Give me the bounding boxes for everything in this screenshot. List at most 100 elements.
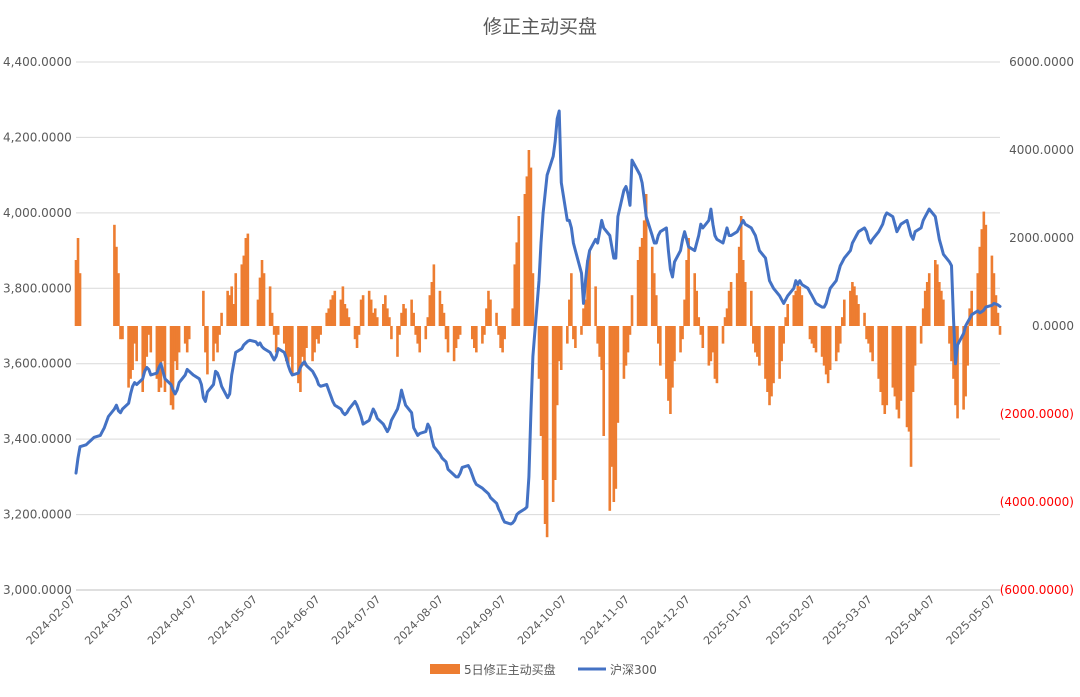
bar	[375, 317, 379, 326]
bar	[400, 312, 403, 326]
bar	[272, 326, 276, 335]
bar	[897, 326, 901, 419]
bar	[863, 312, 866, 326]
bar	[933, 260, 937, 326]
bar	[899, 326, 903, 401]
bar	[796, 282, 800, 326]
bar	[665, 326, 668, 379]
bar	[913, 326, 917, 366]
bar	[473, 326, 476, 348]
bar	[865, 326, 868, 340]
bar	[754, 326, 757, 353]
bar	[582, 308, 585, 326]
bar	[442, 312, 446, 326]
line-series	[74, 109, 1002, 526]
bar	[681, 326, 684, 340]
bar	[770, 326, 773, 397]
bar	[879, 326, 883, 392]
right-tick-label: 6000.0000	[1009, 55, 1074, 69]
bar	[626, 326, 630, 353]
bar	[489, 299, 492, 326]
bar	[794, 290, 798, 326]
bar	[456, 326, 460, 340]
bar	[553, 326, 557, 480]
bar	[956, 326, 959, 419]
bar	[367, 290, 371, 326]
bar	[185, 326, 189, 353]
bar	[909, 326, 913, 467]
bar	[517, 216, 521, 326]
bar	[404, 308, 407, 326]
bar	[925, 282, 929, 326]
bar	[990, 255, 994, 326]
chart-title: 修正主动买盘	[483, 16, 597, 38]
bar	[580, 326, 583, 335]
bar	[339, 299, 343, 326]
bar	[551, 326, 555, 502]
bar	[600, 326, 603, 370]
left-tick-label: 4,200.0000	[3, 130, 72, 144]
bar	[396, 326, 399, 357]
bar	[948, 326, 951, 344]
bar	[630, 295, 634, 326]
bar	[752, 326, 755, 344]
bar	[246, 233, 250, 326]
bar	[131, 326, 134, 370]
bar	[390, 326, 393, 340]
bar	[598, 326, 601, 357]
bar	[357, 326, 361, 335]
bar	[386, 308, 389, 326]
bar	[570, 273, 573, 326]
bar	[418, 326, 422, 353]
bar	[810, 326, 814, 344]
bar	[709, 326, 713, 362]
bar	[481, 326, 484, 344]
bar	[117, 273, 120, 326]
bar	[836, 326, 840, 353]
bar	[907, 326, 911, 432]
bar	[919, 326, 923, 344]
bar	[446, 326, 450, 353]
bar	[622, 326, 626, 379]
bar	[683, 299, 686, 326]
right-tick-label: 0.0000	[1032, 319, 1074, 333]
bar	[699, 326, 703, 335]
bar	[780, 326, 783, 362]
bar	[416, 326, 419, 344]
bar	[204, 326, 207, 353]
bar	[483, 326, 486, 335]
bar	[497, 326, 500, 335]
bar	[954, 326, 957, 406]
bar	[361, 295, 365, 326]
bar	[638, 246, 642, 326]
bar	[143, 326, 147, 370]
bar	[218, 326, 221, 335]
bar	[159, 326, 163, 388]
bar	[515, 242, 519, 326]
bar	[782, 326, 785, 344]
bar	[119, 326, 122, 340]
bar	[679, 326, 682, 353]
bar	[402, 304, 405, 326]
bar	[851, 282, 854, 326]
bar	[499, 326, 502, 348]
bar	[612, 326, 616, 502]
bar	[778, 326, 781, 379]
bar	[659, 326, 662, 366]
bar	[169, 326, 173, 406]
bar	[996, 312, 1000, 326]
bar	[133, 326, 136, 344]
bar	[262, 273, 266, 326]
bar	[113, 224, 116, 326]
bar	[412, 312, 415, 326]
bar	[525, 176, 529, 326]
bar	[608, 326, 612, 511]
bar	[523, 194, 527, 326]
bar	[741, 260, 745, 326]
bar	[994, 295, 998, 326]
bar	[382, 304, 385, 326]
bar	[936, 264, 939, 326]
bar	[966, 326, 969, 366]
bar	[923, 290, 927, 326]
bar	[329, 299, 333, 326]
